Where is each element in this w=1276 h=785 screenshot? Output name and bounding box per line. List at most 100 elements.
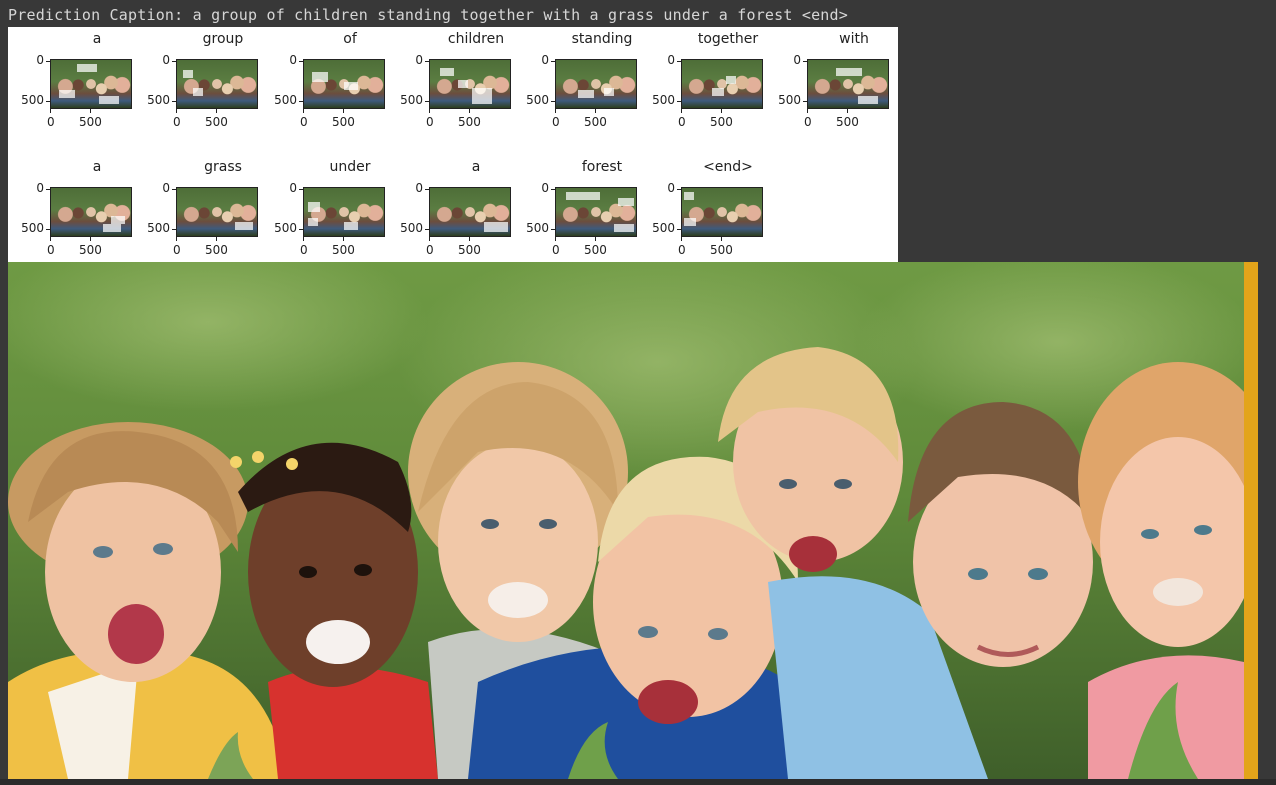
x-tick xyxy=(721,109,722,113)
x-tick xyxy=(176,237,177,241)
y-tick xyxy=(299,61,303,62)
y-tick-label: 500 xyxy=(147,221,170,235)
attention-patch xyxy=(684,192,694,200)
attention-word: together xyxy=(697,31,759,47)
x-tick-label: 500 xyxy=(836,115,859,129)
attention-patch xyxy=(618,198,634,206)
y-tick xyxy=(551,189,555,190)
attention-patch xyxy=(308,218,318,226)
y-tick xyxy=(425,229,429,230)
attention-patch xyxy=(77,64,97,72)
attention-panel: of 0 500 0 500 xyxy=(261,31,387,143)
y-tick-label: 0 xyxy=(415,53,423,67)
y-tick-label: 500 xyxy=(652,93,675,107)
attention-patch xyxy=(103,224,121,232)
attention-patch xyxy=(566,192,600,200)
y-tick xyxy=(299,101,303,102)
children-photo-illustration xyxy=(8,262,1244,779)
y-tick xyxy=(172,101,176,102)
attention-panel: under 0 500 0 500 xyxy=(261,159,387,271)
x-tick xyxy=(469,109,470,113)
x-tick xyxy=(429,237,430,241)
attention-word: a xyxy=(92,31,102,47)
attention-patch xyxy=(183,70,193,78)
attention-word: forest xyxy=(581,159,623,175)
x-tick-label: 0 xyxy=(173,115,181,129)
y-tick xyxy=(299,229,303,230)
y-tick-label: 500 xyxy=(274,221,297,235)
x-tick-label: 500 xyxy=(458,243,481,257)
x-tick-label: 0 xyxy=(678,243,686,257)
y-tick xyxy=(172,229,176,230)
y-tick xyxy=(551,61,555,62)
y-tick xyxy=(803,101,807,102)
x-tick-label: 0 xyxy=(47,115,55,129)
x-tick xyxy=(681,237,682,241)
x-tick-label: 0 xyxy=(552,115,560,129)
y-tick-label: 0 xyxy=(162,53,170,67)
attention-patch xyxy=(440,68,454,76)
x-tick-label: 0 xyxy=(300,243,308,257)
x-tick xyxy=(469,237,470,241)
attention-panel: a 0 500 0 500 xyxy=(387,159,513,271)
x-tick xyxy=(595,237,596,241)
x-tick-label: 0 xyxy=(804,115,812,129)
y-tick xyxy=(425,101,429,102)
y-tick-label: 0 xyxy=(793,53,801,67)
attention-word: standing xyxy=(571,31,633,47)
y-tick xyxy=(46,189,50,190)
x-tick xyxy=(807,109,808,113)
attention-heatmap xyxy=(555,187,637,237)
x-tick xyxy=(216,109,217,113)
attention-panel: together 0 500 0 500 xyxy=(639,31,765,143)
attention-heatmap xyxy=(429,59,511,109)
y-tick xyxy=(172,61,176,62)
attention-panel: grass 0 500 0 500 xyxy=(134,159,260,271)
attention-patch xyxy=(858,96,878,104)
attention-panel: standing 0 500 0 500 xyxy=(513,31,639,143)
attention-patch xyxy=(458,80,468,88)
attention-patch xyxy=(235,222,253,230)
x-tick xyxy=(303,237,304,241)
y-tick xyxy=(425,189,429,190)
attention-panel: with 0 500 0 500 xyxy=(765,31,891,143)
attention-heatmap xyxy=(303,59,385,109)
attention-patch xyxy=(111,216,125,224)
x-tick xyxy=(303,109,304,113)
y-tick-label: 500 xyxy=(526,221,549,235)
y-tick xyxy=(46,229,50,230)
x-tick xyxy=(50,109,51,113)
attention-panel: a 0 500 0 500 xyxy=(8,31,134,143)
attention-patch xyxy=(604,88,614,96)
y-tick xyxy=(803,61,807,62)
x-tick-label: 500 xyxy=(332,115,355,129)
x-tick-label: 500 xyxy=(79,115,102,129)
attention-patch xyxy=(308,202,320,212)
x-tick-label: 500 xyxy=(584,243,607,257)
x-tick-label: 0 xyxy=(426,115,434,129)
bottom-edge xyxy=(0,779,1276,785)
x-tick xyxy=(216,237,217,241)
y-tick-label: 0 xyxy=(289,53,297,67)
x-tick-label: 500 xyxy=(710,115,733,129)
x-tick-label: 500 xyxy=(332,243,355,257)
attention-patch xyxy=(193,88,203,96)
attention-heatmap xyxy=(681,59,763,109)
attention-word: of xyxy=(343,31,357,47)
attention-word: <end> xyxy=(703,159,753,175)
x-tick xyxy=(429,109,430,113)
attention-panel: a 0 500 0 500 xyxy=(8,159,134,271)
y-tick xyxy=(551,101,555,102)
x-tick xyxy=(176,109,177,113)
attention-patch xyxy=(344,82,358,90)
y-tick-label: 500 xyxy=(147,93,170,107)
attention-patch xyxy=(712,88,724,96)
attention-word: group xyxy=(202,31,244,47)
y-tick xyxy=(677,229,681,230)
y-tick-label: 0 xyxy=(36,181,44,195)
x-tick-label: 500 xyxy=(205,115,228,129)
attention-heatmap xyxy=(555,59,637,109)
y-tick xyxy=(551,229,555,230)
attention-panel: <end> 0 500 0 500 xyxy=(639,159,765,271)
x-tick-label: 0 xyxy=(173,243,181,257)
